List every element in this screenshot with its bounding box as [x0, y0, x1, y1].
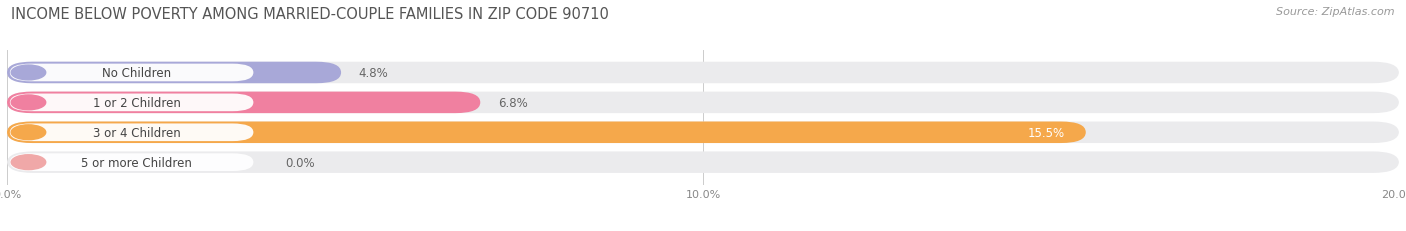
Text: 3 or 4 Children: 3 or 4 Children: [93, 126, 180, 139]
FancyBboxPatch shape: [7, 92, 481, 114]
Text: No Children: No Children: [103, 67, 172, 80]
FancyBboxPatch shape: [7, 62, 1399, 84]
FancyBboxPatch shape: [7, 122, 1085, 143]
FancyBboxPatch shape: [7, 152, 1399, 173]
Text: 15.5%: 15.5%: [1028, 126, 1064, 139]
Text: Source: ZipAtlas.com: Source: ZipAtlas.com: [1277, 7, 1395, 17]
FancyBboxPatch shape: [7, 62, 342, 84]
FancyBboxPatch shape: [10, 64, 253, 82]
Circle shape: [11, 155, 46, 170]
Circle shape: [11, 66, 46, 81]
FancyBboxPatch shape: [10, 94, 253, 112]
FancyBboxPatch shape: [10, 124, 253, 141]
FancyBboxPatch shape: [7, 122, 1399, 143]
Text: 5 or more Children: 5 or more Children: [82, 156, 193, 169]
Text: INCOME BELOW POVERTY AMONG MARRIED-COUPLE FAMILIES IN ZIP CODE 90710: INCOME BELOW POVERTY AMONG MARRIED-COUPL…: [11, 7, 609, 22]
FancyBboxPatch shape: [10, 154, 253, 171]
Text: 0.0%: 0.0%: [285, 156, 315, 169]
Text: 4.8%: 4.8%: [359, 67, 388, 80]
Text: 6.8%: 6.8%: [498, 97, 527, 109]
FancyBboxPatch shape: [7, 92, 1399, 114]
Circle shape: [11, 96, 46, 110]
Circle shape: [11, 125, 46, 140]
Text: 1 or 2 Children: 1 or 2 Children: [93, 97, 181, 109]
